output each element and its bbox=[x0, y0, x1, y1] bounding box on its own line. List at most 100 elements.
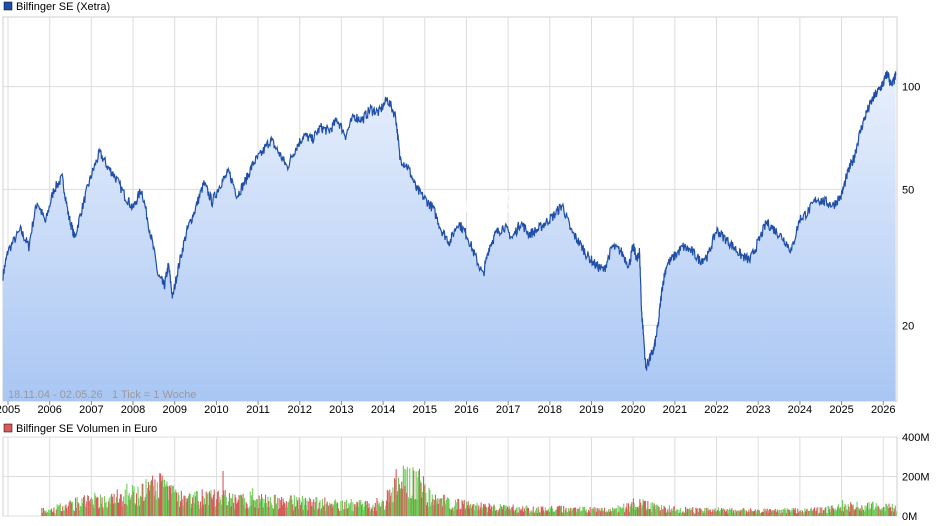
volume-bar bbox=[398, 484, 400, 516]
volume-bar bbox=[358, 500, 360, 516]
volume-bar bbox=[128, 493, 130, 516]
volume-bar bbox=[721, 509, 723, 516]
volume-bar bbox=[53, 507, 55, 516]
volume-bar bbox=[113, 493, 115, 516]
volume-bar bbox=[501, 506, 503, 516]
volume-bar bbox=[333, 500, 335, 516]
volume-bar bbox=[503, 505, 505, 516]
volume-bar bbox=[624, 509, 626, 516]
volume-bar bbox=[618, 511, 620, 516]
volume-bar bbox=[47, 512, 49, 516]
volume-bar bbox=[375, 510, 377, 516]
volume-bar bbox=[366, 501, 368, 516]
volume-bar bbox=[493, 504, 495, 516]
x-tick-label: 2017 bbox=[496, 404, 520, 416]
volume-bar bbox=[412, 467, 414, 516]
volume-bar bbox=[661, 509, 663, 516]
volume-bar bbox=[227, 505, 229, 516]
volume-bar bbox=[697, 508, 699, 516]
volume-bar bbox=[763, 508, 765, 516]
volume-bar bbox=[63, 510, 65, 516]
volume-bar bbox=[205, 491, 207, 516]
volume-bar bbox=[85, 507, 87, 516]
volume-bar bbox=[598, 508, 600, 516]
volume-bar bbox=[721, 508, 723, 516]
volume-bar bbox=[47, 509, 49, 516]
volume-bar bbox=[77, 501, 79, 516]
volume-bar bbox=[644, 501, 646, 516]
volume-bar bbox=[573, 507, 575, 516]
volume-bar bbox=[691, 510, 693, 516]
volume-bar bbox=[253, 500, 255, 516]
volume-bar bbox=[753, 511, 755, 516]
volume-bar bbox=[254, 507, 256, 516]
volume-bar bbox=[508, 505, 510, 516]
volume-bar bbox=[849, 511, 851, 516]
volume-bar bbox=[627, 509, 629, 516]
volume-bar bbox=[259, 502, 261, 516]
volume-bar bbox=[101, 497, 103, 516]
volume-bar bbox=[348, 503, 350, 516]
volume-bar bbox=[404, 486, 406, 516]
volume-bar bbox=[644, 500, 646, 516]
volume-bar bbox=[183, 495, 185, 516]
volume-bar bbox=[71, 501, 73, 516]
volume-bar bbox=[693, 512, 695, 516]
volume-bar bbox=[330, 504, 332, 516]
volume-bar bbox=[73, 511, 75, 516]
volume-bar bbox=[127, 505, 129, 516]
volume-legend-swatch bbox=[3, 423, 13, 433]
volume-bar bbox=[411, 495, 413, 516]
volume-bar bbox=[171, 493, 173, 516]
volume-bar bbox=[290, 495, 292, 516]
volume-bar bbox=[469, 505, 471, 516]
volume-bar bbox=[481, 510, 483, 516]
volume-bar bbox=[507, 506, 509, 516]
volume-bar bbox=[260, 498, 262, 516]
volume-bar bbox=[778, 510, 780, 516]
volume-bar bbox=[777, 509, 779, 516]
volume-bar bbox=[79, 505, 81, 516]
volume-bar bbox=[737, 510, 739, 516]
volume-bar bbox=[214, 507, 216, 516]
volume-bar bbox=[309, 499, 311, 516]
volume-bar bbox=[875, 503, 877, 516]
volume-bar bbox=[511, 507, 513, 516]
volume-bar bbox=[223, 490, 225, 516]
volume-bar bbox=[78, 503, 80, 516]
volume-bar bbox=[91, 497, 93, 516]
volume-bar bbox=[426, 505, 428, 516]
volume-bar bbox=[357, 502, 359, 516]
volume-bar bbox=[830, 505, 832, 516]
volume-bar bbox=[82, 503, 84, 516]
volume-bar bbox=[256, 499, 258, 516]
volume-bar bbox=[143, 500, 145, 516]
volume-bar bbox=[384, 510, 386, 516]
volume-bar bbox=[218, 502, 220, 516]
volume-bar bbox=[559, 505, 561, 516]
volume-bar bbox=[552, 511, 554, 516]
volume-bar bbox=[626, 503, 628, 516]
volume-bar bbox=[416, 499, 418, 516]
volume-bar bbox=[720, 509, 722, 516]
volume-bar bbox=[87, 496, 89, 516]
volume-bar bbox=[277, 497, 279, 516]
volume-bar bbox=[850, 502, 852, 516]
volume-bar bbox=[825, 507, 827, 516]
volume-bar bbox=[610, 511, 612, 516]
volume-bar bbox=[744, 510, 746, 516]
volume-bar bbox=[59, 503, 61, 516]
volume-bar bbox=[557, 506, 559, 516]
volume-bar bbox=[401, 481, 403, 516]
x-tick-label: 2015 bbox=[413, 404, 437, 416]
volume-bar bbox=[882, 509, 884, 516]
volume-bar bbox=[487, 506, 489, 516]
volume-bar bbox=[471, 505, 473, 516]
volume-bar bbox=[310, 506, 312, 516]
volume-bar bbox=[283, 502, 285, 516]
volume-bar bbox=[456, 509, 458, 516]
volume-bar bbox=[823, 510, 825, 516]
volume-bar bbox=[208, 491, 210, 516]
volume-bar bbox=[216, 492, 218, 516]
